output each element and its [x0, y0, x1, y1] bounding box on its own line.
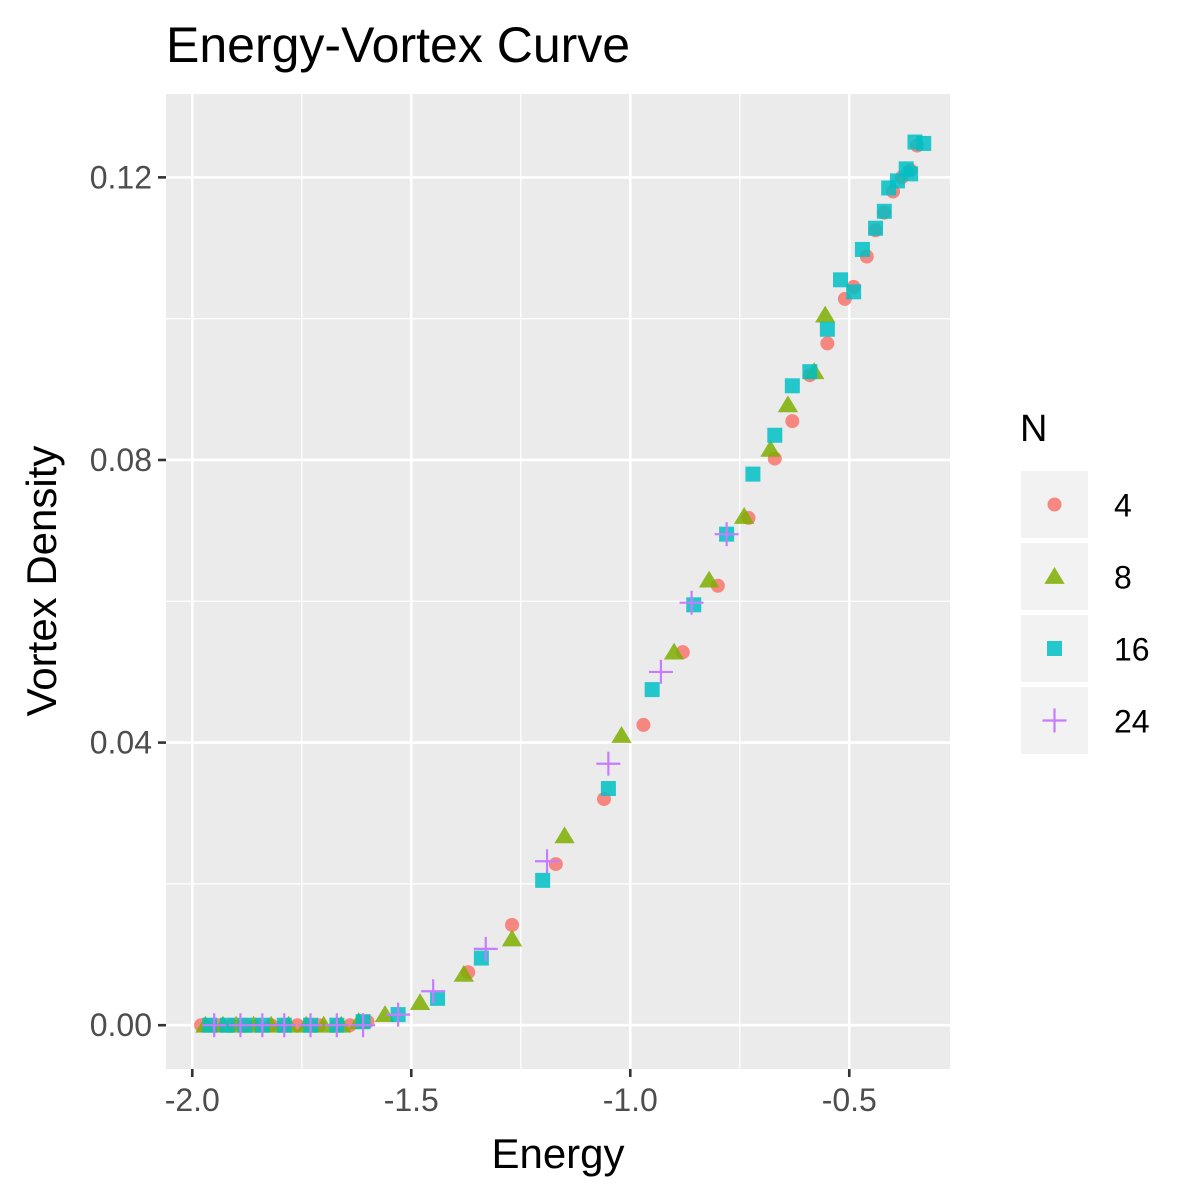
data-point — [473, 936, 498, 961]
data-point — [611, 726, 632, 743]
x-tick-label: -1.5 — [384, 1082, 439, 1118]
data-point — [876, 203, 892, 219]
x-axis-title: Energy — [491, 1130, 624, 1177]
data-point — [889, 173, 905, 189]
data-point — [250, 1013, 275, 1038]
data-point — [854, 241, 870, 257]
legend-item: 16 — [1021, 615, 1150, 682]
legend-label: 24 — [1114, 704, 1150, 740]
y-tick-label: 0.12 — [90, 159, 152, 195]
data-point — [903, 166, 919, 182]
data-point — [698, 570, 720, 588]
legend-label: 8 — [1114, 560, 1132, 596]
legend-items: 4 8 16 24 — [1021, 471, 1150, 754]
data-point — [733, 507, 755, 524]
data-point — [409, 993, 431, 1010]
data-point — [505, 917, 520, 932]
chart-title: Energy-Vortex Curve — [166, 17, 630, 73]
legend: N 4 8 16 24 — [1020, 408, 1150, 754]
legend-label: 16 — [1114, 632, 1150, 668]
x-tick-label: -2.0 — [165, 1082, 220, 1118]
data-point — [648, 659, 673, 684]
data-point — [374, 1005, 396, 1023]
data-point — [453, 964, 474, 982]
data-point — [686, 597, 702, 613]
y-axis-title: Vortex Density — [18, 446, 65, 717]
data-point — [228, 1013, 253, 1038]
data-point — [313, 1015, 334, 1033]
data-point — [600, 781, 616, 797]
data-point — [785, 414, 800, 429]
data-point — [298, 1013, 323, 1038]
data-points — [194, 134, 932, 1038]
legend-item: 24 — [1021, 687, 1150, 754]
data-point — [219, 1017, 235, 1033]
data-point — [272, 1013, 297, 1038]
data-point — [820, 336, 835, 351]
data-point — [714, 522, 739, 547]
data-point — [868, 220, 884, 236]
data-point — [802, 364, 818, 380]
data-point — [833, 272, 849, 288]
data-point — [663, 642, 685, 660]
plot-panel — [166, 94, 950, 1069]
data-point — [784, 378, 800, 394]
legend-item: 4 — [1021, 471, 1132, 538]
data-point — [386, 1002, 411, 1027]
legend-symbol — [1047, 497, 1062, 512]
data-point — [767, 427, 783, 443]
data-point — [846, 284, 862, 300]
data-point — [644, 682, 660, 698]
data-point — [351, 1013, 376, 1038]
data-point — [916, 135, 932, 151]
data-point — [324, 1013, 349, 1038]
data-point — [421, 979, 446, 1004]
data-point — [535, 872, 551, 888]
data-point — [679, 590, 704, 615]
data-point — [745, 466, 761, 482]
axes: -2.0 -1.5 -1.0 -0.5 0.00 0.04 0.08 0.12 — [90, 159, 877, 1118]
grid-minor — [166, 94, 950, 1069]
legend-label: 4 — [1114, 488, 1132, 524]
x-tick-label: -0.5 — [822, 1082, 877, 1118]
y-tick-label: 0.08 — [90, 442, 152, 478]
series-16 — [202, 134, 932, 1033]
data-point — [596, 751, 621, 776]
data-point — [777, 395, 799, 413]
legend-symbol — [1047, 641, 1062, 656]
y-tick-label: 0.04 — [90, 725, 152, 761]
data-point — [202, 1013, 227, 1038]
data-point — [815, 305, 836, 323]
series-24 — [202, 522, 739, 1038]
y-tick-label: 0.00 — [90, 1007, 152, 1043]
data-point — [548, 857, 563, 872]
data-point — [535, 849, 560, 874]
legend-symbol — [1044, 567, 1065, 584]
data-point — [760, 439, 781, 457]
data-point — [819, 321, 835, 337]
data-point — [636, 717, 651, 732]
data-point — [501, 929, 523, 947]
legend-item: 8 — [1021, 543, 1132, 610]
legend-symbol — [1042, 708, 1067, 733]
x-tick-label: -1.0 — [603, 1082, 658, 1118]
legend-title: N — [1020, 408, 1047, 450]
data-point — [554, 826, 575, 844]
